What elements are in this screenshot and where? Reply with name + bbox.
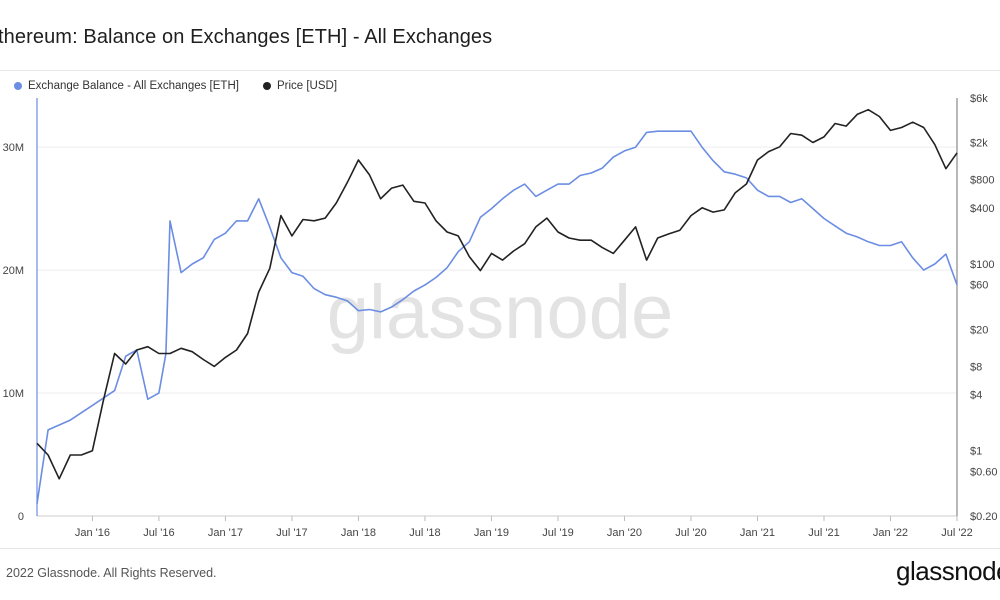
x-tick-label: Jan '20 — [607, 527, 642, 539]
y-right-tick-label: $0.60 — [970, 466, 998, 478]
y-left-tick-label: 30M — [3, 142, 24, 154]
balance-line — [36, 130, 958, 504]
legend-balance-label: Exchange Balance - All Exchanges [ETH] — [28, 80, 239, 92]
x-tick-label: Jul '21 — [808, 527, 839, 539]
legend-item-price[interactable]: Price [USD] — [262, 80, 338, 92]
x-tick-label: Jul '22 — [941, 527, 972, 539]
x-tick-label: Jan '21 — [740, 527, 775, 539]
x-tick-label: Jul '19 — [542, 527, 573, 539]
x-tick-label: Jan '19 — [474, 527, 509, 539]
footer-divider — [0, 548, 1000, 549]
y-right-tick-label: $100 — [970, 259, 994, 271]
legend-price-swatch — [262, 82, 271, 90]
legend-balance-swatch — [14, 82, 22, 90]
x-tick-label: Jan '16 — [75, 527, 110, 539]
legend-price-label: Price [USD] — [276, 80, 338, 92]
y-right-tick-label: $8 — [970, 361, 982, 373]
watermark: glassnode — [327, 270, 674, 355]
y-right-tick-label: $60 — [970, 280, 988, 292]
x-tick-label: Jul '16 — [143, 527, 174, 539]
y-right-tick-label: $0.20 — [970, 511, 998, 523]
y-left-tick-label: 0 — [18, 511, 24, 523]
legend-item-balance[interactable]: Exchange Balance - All Exchanges [ETH] — [14, 80, 239, 92]
x-tick-label: Jul '18 — [409, 527, 440, 539]
x-tick-label: Jan '18 — [341, 527, 376, 539]
x-tick-label: Jan '17 — [208, 527, 243, 539]
chart-title: thereum: Balance on Exchanges [ETH] - Al… — [0, 26, 493, 48]
legend: Exchange Balance - All Exchanges [ETH] P… — [14, 80, 337, 92]
y-right-tick-label: $800 — [970, 175, 994, 187]
y-right-tick-label: $1 — [970, 446, 982, 458]
x-tick-label: Jan '22 — [873, 527, 908, 539]
title-divider — [0, 70, 1000, 71]
y-right-tick-label: $400 — [970, 203, 994, 215]
x-tick-label: Jul '20 — [675, 527, 706, 539]
x-tick-label: Jul '17 — [276, 527, 307, 539]
copyright-text: 2022 Glassnode. All Rights Reserved. — [6, 566, 217, 580]
y-right-tick-label: $4 — [970, 390, 982, 402]
brand-logo: glassnode — [896, 556, 1000, 586]
y-left-tick-label: 10M — [3, 388, 24, 400]
y-right-tick-label: $6k — [970, 93, 988, 105]
y-left-tick-label: 20M — [3, 265, 24, 277]
price-line — [36, 108, 958, 480]
y-right-tick-label: $20 — [970, 324, 988, 336]
y-right-tick-label: $2k — [970, 138, 988, 150]
